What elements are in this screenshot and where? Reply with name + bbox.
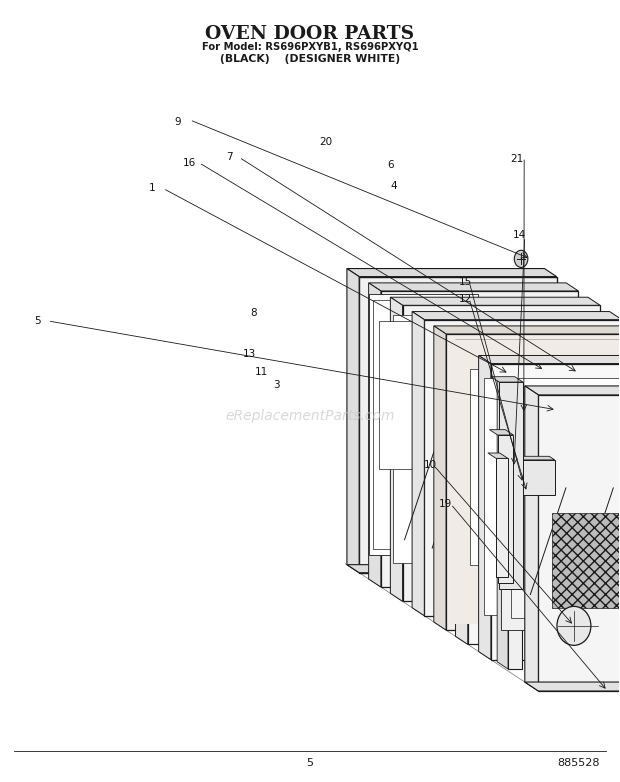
Polygon shape — [369, 294, 477, 555]
Polygon shape — [373, 300, 474, 549]
Polygon shape — [517, 460, 555, 496]
Polygon shape — [496, 458, 508, 577]
Polygon shape — [412, 311, 424, 615]
Text: 10: 10 — [424, 460, 437, 470]
Text: eReplacementParts.com: eReplacementParts.com — [225, 409, 395, 423]
Polygon shape — [497, 381, 522, 388]
Polygon shape — [456, 340, 467, 644]
Text: 21: 21 — [510, 154, 523, 163]
Polygon shape — [392, 314, 499, 563]
Polygon shape — [525, 682, 620, 691]
Polygon shape — [489, 429, 513, 435]
Text: 5: 5 — [34, 316, 40, 326]
Polygon shape — [538, 395, 620, 691]
Polygon shape — [434, 326, 620, 334]
Polygon shape — [369, 283, 578, 291]
Polygon shape — [491, 377, 523, 382]
Text: 11: 11 — [255, 367, 268, 376]
Polygon shape — [446, 334, 620, 630]
Polygon shape — [533, 407, 568, 411]
Polygon shape — [508, 388, 522, 669]
Text: 12: 12 — [459, 294, 472, 304]
Text: 8: 8 — [250, 308, 257, 318]
Polygon shape — [379, 321, 467, 469]
Polygon shape — [369, 283, 381, 587]
Polygon shape — [347, 268, 359, 572]
Polygon shape — [501, 393, 620, 630]
Polygon shape — [484, 378, 620, 615]
Text: OVEN DOOR PARTS: OVEN DOOR PARTS — [205, 25, 415, 43]
Polygon shape — [525, 386, 620, 395]
Polygon shape — [512, 457, 555, 460]
Ellipse shape — [557, 606, 591, 645]
Text: 4: 4 — [390, 181, 397, 191]
Polygon shape — [412, 311, 620, 320]
Text: 20: 20 — [319, 137, 332, 147]
Polygon shape — [467, 348, 620, 644]
Polygon shape — [424, 320, 620, 615]
Text: 14: 14 — [513, 230, 526, 240]
Polygon shape — [470, 369, 600, 565]
Circle shape — [515, 250, 528, 267]
Polygon shape — [391, 297, 402, 601]
Polygon shape — [402, 305, 600, 601]
Polygon shape — [511, 405, 620, 619]
Text: 15: 15 — [459, 277, 472, 287]
Polygon shape — [434, 326, 446, 630]
Polygon shape — [391, 297, 600, 305]
Polygon shape — [497, 381, 508, 669]
Polygon shape — [533, 407, 540, 479]
Text: 1: 1 — [149, 184, 156, 193]
Text: 6: 6 — [387, 160, 394, 170]
Polygon shape — [347, 565, 557, 572]
Polygon shape — [540, 411, 568, 479]
Polygon shape — [491, 364, 620, 660]
Polygon shape — [479, 356, 491, 660]
Polygon shape — [450, 340, 620, 624]
Polygon shape — [456, 340, 620, 348]
Text: 5: 5 — [306, 759, 314, 769]
Text: 19: 19 — [439, 499, 453, 509]
Text: For Model: RS696PXYB1, RS696PXYQ1: For Model: RS696PXYB1, RS696PXYQ1 — [202, 42, 418, 52]
Polygon shape — [499, 382, 523, 590]
Polygon shape — [381, 291, 578, 587]
Text: 13: 13 — [243, 349, 256, 359]
Text: 16: 16 — [183, 158, 197, 167]
Text: (BLACK)    (DESIGNER WHITE): (BLACK) (DESIGNER WHITE) — [220, 55, 400, 64]
Polygon shape — [552, 513, 620, 608]
Text: 9: 9 — [174, 117, 180, 127]
Polygon shape — [525, 386, 538, 691]
Polygon shape — [479, 356, 620, 364]
Polygon shape — [498, 435, 513, 583]
Polygon shape — [488, 453, 508, 458]
Text: 3: 3 — [273, 380, 280, 389]
Polygon shape — [347, 268, 557, 277]
Polygon shape — [359, 277, 557, 572]
Text: 885528: 885528 — [557, 759, 600, 769]
Text: 7: 7 — [226, 152, 233, 162]
